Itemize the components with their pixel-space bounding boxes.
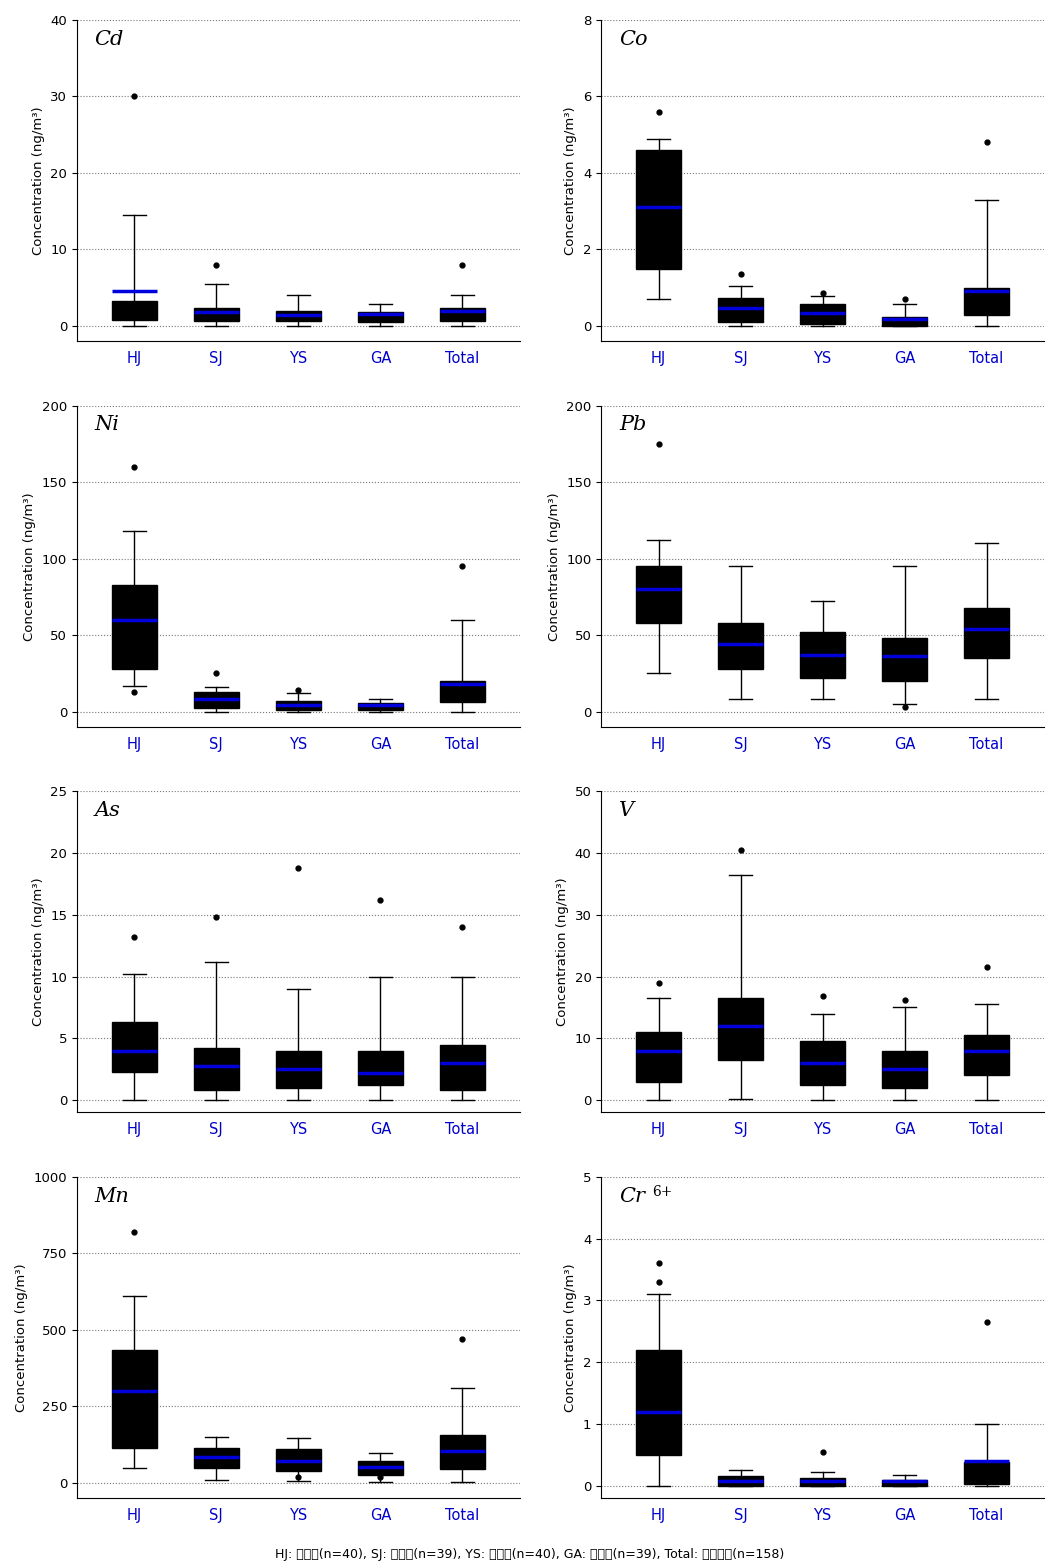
PathPatch shape [194,1447,239,1467]
Text: V: V [618,800,634,821]
PathPatch shape [439,309,485,321]
PathPatch shape [636,567,681,623]
Y-axis label: Concentration (ng/m³): Concentration (ng/m³) [564,106,577,255]
PathPatch shape [718,299,764,323]
Text: 6+: 6+ [652,1185,672,1200]
PathPatch shape [800,1041,845,1085]
Text: Pb: Pb [618,415,646,434]
PathPatch shape [882,1480,927,1486]
PathPatch shape [882,637,927,681]
PathPatch shape [275,310,321,321]
PathPatch shape [800,633,845,678]
PathPatch shape [275,1449,321,1470]
PathPatch shape [636,150,681,268]
Text: HJ: 학장동(n=40), SJ: 수정동(n=39), YS: 연산동(n=40), GA: 광안동(n=39), Total: 전체자료(n=158): HJ: 학장동(n=40), SJ: 수정동(n=39), YS: 연산동(n=… [275,1549,784,1561]
Y-axis label: Concentration (ng/m³): Concentration (ng/m³) [23,492,36,640]
Text: Cd: Cd [94,30,124,49]
Y-axis label: Concentration (ng/m³): Concentration (ng/m³) [15,1264,28,1413]
PathPatch shape [636,1350,681,1455]
PathPatch shape [358,1461,402,1475]
Y-axis label: Concentration (ng/m³): Concentration (ng/m³) [564,1264,577,1413]
PathPatch shape [964,608,1009,658]
PathPatch shape [112,1350,157,1447]
PathPatch shape [275,1051,321,1088]
PathPatch shape [275,702,321,709]
PathPatch shape [439,1045,485,1090]
PathPatch shape [358,703,402,709]
PathPatch shape [439,681,485,703]
PathPatch shape [964,1463,1009,1485]
Y-axis label: Concentration (ng/m³): Concentration (ng/m³) [32,877,44,1026]
PathPatch shape [964,288,1009,315]
PathPatch shape [882,318,927,326]
PathPatch shape [358,312,402,323]
Text: Co: Co [618,30,647,49]
PathPatch shape [112,1023,157,1071]
PathPatch shape [882,1051,927,1088]
Text: Mn: Mn [94,1187,129,1206]
PathPatch shape [718,998,764,1060]
PathPatch shape [718,1477,764,1486]
Y-axis label: Concentration (ng/m³): Concentration (ng/m³) [556,877,569,1026]
PathPatch shape [636,1032,681,1082]
Text: As: As [94,800,121,821]
PathPatch shape [439,1436,485,1469]
PathPatch shape [112,584,157,669]
PathPatch shape [194,692,239,708]
Text: Cr: Cr [618,1187,645,1206]
PathPatch shape [194,307,239,321]
PathPatch shape [194,1048,239,1090]
PathPatch shape [964,1035,1009,1076]
Y-axis label: Concentration (ng/m³): Concentration (ng/m³) [548,492,560,640]
PathPatch shape [800,1478,845,1486]
PathPatch shape [718,623,764,669]
PathPatch shape [112,301,157,319]
Y-axis label: Concentration (ng/m³): Concentration (ng/m³) [32,106,44,255]
PathPatch shape [358,1051,402,1085]
PathPatch shape [800,304,845,324]
Text: Ni: Ni [94,415,120,434]
